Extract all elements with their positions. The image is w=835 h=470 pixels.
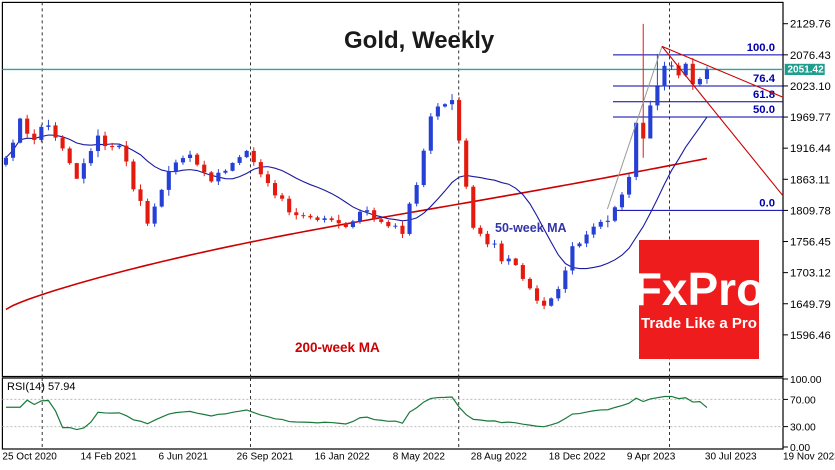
svg-text:8 May 2022: 8 May 2022 xyxy=(393,452,446,463)
svg-text:1703.12: 1703.12 xyxy=(790,268,831,280)
svg-text:100.0: 100.0 xyxy=(747,42,775,54)
svg-text:19 Nov 2023: 19 Nov 2023 xyxy=(783,452,835,463)
svg-text:14 Feb 2021: 14 Feb 2021 xyxy=(81,452,138,463)
svg-text:Trade Like a Pro: Trade Like a Pro xyxy=(641,315,757,332)
svg-text:Gold, Weekly: Gold, Weekly xyxy=(344,27,495,54)
svg-text:1596.46: 1596.46 xyxy=(790,330,831,342)
svg-text:30 Jul 2023: 30 Jul 2023 xyxy=(705,452,757,463)
svg-text:6 Jun 2021: 6 Jun 2021 xyxy=(159,452,209,463)
svg-text:1916.44: 1916.44 xyxy=(790,143,831,155)
svg-text:25 Oct 2020: 25 Oct 2020 xyxy=(2,452,57,463)
svg-text:1863.11: 1863.11 xyxy=(790,174,830,186)
svg-text:1969.77: 1969.77 xyxy=(790,112,831,124)
svg-text:2023.10: 2023.10 xyxy=(790,81,831,93)
svg-text:50-week MA: 50-week MA xyxy=(495,221,567,235)
svg-text:RSI(14) 57.94: RSI(14) 57.94 xyxy=(7,381,75,393)
svg-text:200-week MA: 200-week MA xyxy=(295,340,380,355)
svg-text:16 Jan 2022: 16 Jan 2022 xyxy=(315,452,370,463)
svg-text:1756.45: 1756.45 xyxy=(790,237,831,249)
svg-text:2076.43: 2076.43 xyxy=(790,50,831,62)
svg-text:70.00: 70.00 xyxy=(790,395,816,406)
svg-text:50.0: 50.0 xyxy=(753,104,775,116)
svg-text:26 Sep 2021: 26 Sep 2021 xyxy=(237,452,294,463)
svg-text:2051.42: 2051.42 xyxy=(788,65,825,76)
svg-text:FxPro: FxPro xyxy=(634,263,764,315)
svg-text:61.8: 61.8 xyxy=(753,89,775,101)
svg-text:28 Aug 2022: 28 Aug 2022 xyxy=(471,452,528,463)
svg-text:76.4: 76.4 xyxy=(753,73,776,85)
svg-text:30.00: 30.00 xyxy=(790,423,816,434)
svg-text:18 Dec 2022: 18 Dec 2022 xyxy=(549,452,606,463)
svg-text:100.00: 100.00 xyxy=(790,375,822,386)
svg-text:0.0: 0.0 xyxy=(759,197,775,209)
svg-text:9 Apr 2023: 9 Apr 2023 xyxy=(627,452,676,463)
svg-text:2129.76: 2129.76 xyxy=(790,19,831,31)
svg-text:1649.79: 1649.79 xyxy=(790,299,831,311)
svg-text:1809.78: 1809.78 xyxy=(790,205,831,217)
